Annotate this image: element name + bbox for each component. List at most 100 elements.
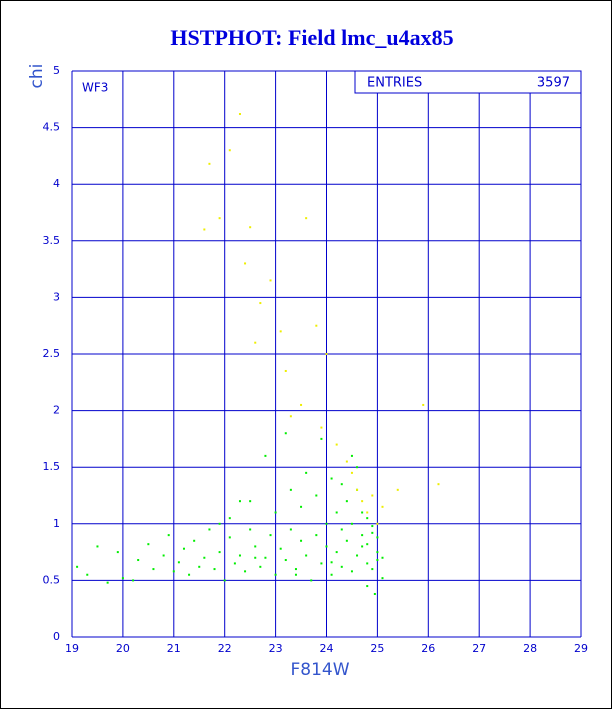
point [366, 585, 369, 588]
point [373, 592, 376, 595]
x-tick-label: 28 [523, 642, 537, 655]
point [274, 573, 277, 576]
point [335, 443, 338, 446]
point [371, 525, 374, 528]
point [396, 488, 399, 491]
point [335, 551, 338, 554]
point [182, 547, 185, 550]
y-tick-label: 3 [53, 290, 60, 303]
point [223, 579, 226, 582]
point [264, 454, 267, 457]
point [137, 559, 140, 562]
x-tick-label: 24 [320, 642, 334, 655]
point [228, 149, 231, 152]
point [106, 581, 109, 584]
point [238, 113, 241, 116]
point [345, 500, 348, 503]
point [356, 488, 359, 491]
point [289, 488, 292, 491]
point [422, 403, 425, 406]
x-tick-label: 21 [167, 642, 181, 655]
point [284, 559, 287, 562]
point [244, 262, 247, 265]
point [320, 562, 323, 565]
y-tick-label: 0 [53, 630, 60, 643]
point [315, 494, 318, 497]
y-tick-label: 4 [53, 177, 60, 190]
point [345, 539, 348, 542]
point [121, 577, 124, 580]
point [294, 568, 297, 571]
point [167, 534, 170, 537]
x-tick-label: 22 [218, 642, 232, 655]
point [254, 545, 257, 548]
point [244, 570, 247, 573]
point [330, 561, 333, 564]
point [289, 415, 292, 418]
annotation: WF3 [82, 81, 108, 95]
x-tick-label: 20 [116, 642, 130, 655]
point [76, 565, 79, 568]
point [361, 500, 364, 503]
point [213, 568, 216, 571]
point [350, 471, 353, 474]
point [218, 217, 221, 220]
point [315, 534, 318, 537]
point [371, 494, 374, 497]
point [279, 547, 282, 550]
point [177, 561, 180, 564]
point [345, 460, 348, 463]
point [269, 534, 272, 537]
point [330, 477, 333, 480]
x-axis-label: F814W [290, 660, 349, 680]
point [305, 217, 308, 220]
point [356, 554, 359, 557]
point [350, 522, 353, 525]
point [361, 511, 364, 514]
point [366, 511, 369, 514]
point [274, 511, 277, 514]
point [356, 466, 359, 469]
point [218, 551, 221, 554]
point [325, 522, 328, 525]
y-tick-label: 5 [53, 64, 60, 77]
point [376, 536, 379, 539]
point [437, 483, 440, 486]
point [208, 162, 211, 165]
x-tick-label: 19 [65, 642, 79, 655]
point [259, 565, 262, 568]
point [203, 228, 206, 231]
point [305, 471, 308, 474]
point [376, 559, 379, 562]
point [371, 531, 374, 534]
point [233, 562, 236, 565]
point [325, 353, 328, 355]
stats-label: ENTRIES [367, 76, 422, 91]
x-tick-label: 27 [472, 642, 486, 655]
point [264, 556, 267, 559]
point [249, 226, 252, 229]
point [361, 545, 364, 548]
point [300, 505, 303, 508]
point [371, 568, 374, 571]
point [294, 573, 297, 576]
point [381, 556, 384, 559]
point [208, 528, 211, 531]
point [249, 500, 252, 503]
point [172, 570, 175, 573]
y-axis-label: chi [27, 64, 47, 89]
point [193, 539, 196, 542]
point [376, 551, 379, 554]
point [366, 543, 369, 546]
point [284, 432, 287, 435]
point [86, 573, 89, 576]
point [325, 545, 328, 548]
y-tick-label: 0.5 [43, 573, 61, 586]
y-tick-label: 3.5 [43, 234, 61, 247]
point [147, 543, 150, 546]
point [350, 570, 353, 573]
point [254, 341, 257, 344]
point [218, 522, 221, 525]
point [310, 579, 313, 582]
